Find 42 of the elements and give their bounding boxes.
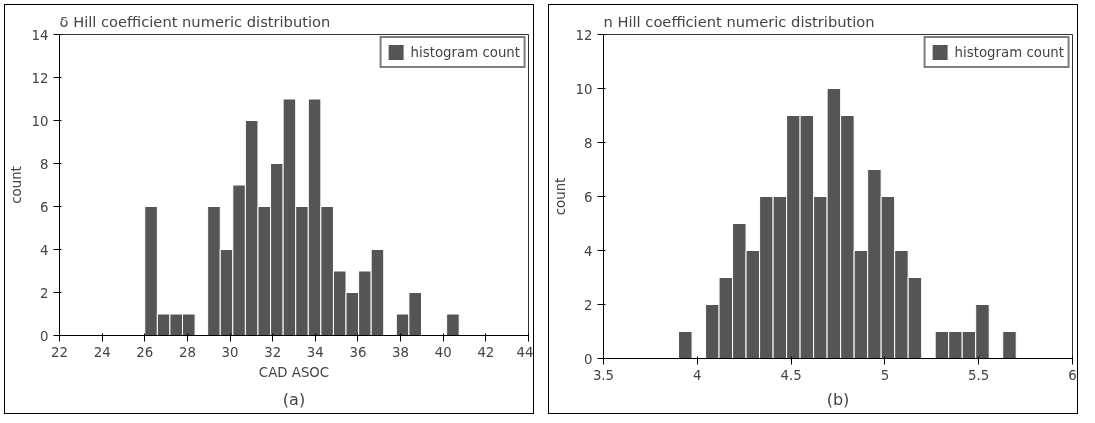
x-tick-label: 6 [1068,367,1077,383]
x-tick-label: 3.5 [592,367,615,383]
x-tick-label: 34 [306,344,324,360]
y-axis-title: count [552,177,568,216]
x-tick-label: 4.5 [780,367,802,383]
x-tick-label: 42 [477,344,495,360]
chart-title: n Hill coefficient numeric distribution [603,12,875,30]
x-tick-label: 40 [434,344,452,360]
x-tick-label: 4 [693,367,702,383]
y-tick-label: 12 [575,27,593,43]
chart-title: δ Hill coefficient numeric distribution [59,12,331,30]
y-tick-label: 2 [584,297,593,313]
legend-label: histogram count [954,44,1064,60]
y-tick-label: 14 [31,27,49,43]
x-tick-label: 38 [392,344,410,360]
y-tick-label: 10 [31,113,49,129]
x-tick-label: 5.5 [968,367,990,383]
x-tick-label: 5 [880,367,890,383]
x-tick-label: 36 [349,344,367,360]
y-tick-label: 4 [584,243,593,259]
y-tick-label: 2 [40,285,49,301]
x-tick-label: 26 [136,344,154,360]
y-tick-label: 0 [40,328,49,344]
x-tick-label: 32 [264,344,282,360]
y-tick-label: 8 [40,156,49,172]
y-tick-label: 12 [31,70,49,86]
y-tick-label: 10 [575,81,593,97]
y-tick-label: 6 [584,189,593,205]
y-tick-label: 8 [584,135,593,151]
y-tick-label: 4 [40,242,49,258]
text: (a) [282,389,306,409]
x-tick-label: 44 [516,344,534,360]
x-axis-title: CAD ASOC [258,364,330,380]
x-tick-label: 22 [51,344,68,360]
x-tick-label: 30 [221,344,239,360]
legend-label: histogram count [410,44,520,60]
y-axis-title: count [8,166,24,204]
text: (b) [826,389,850,409]
x-tick-label: 24 [93,344,111,360]
y-tick-label: 0 [584,351,593,367]
x-tick-label: 28 [178,344,196,360]
y-tick-label: 6 [40,199,49,215]
